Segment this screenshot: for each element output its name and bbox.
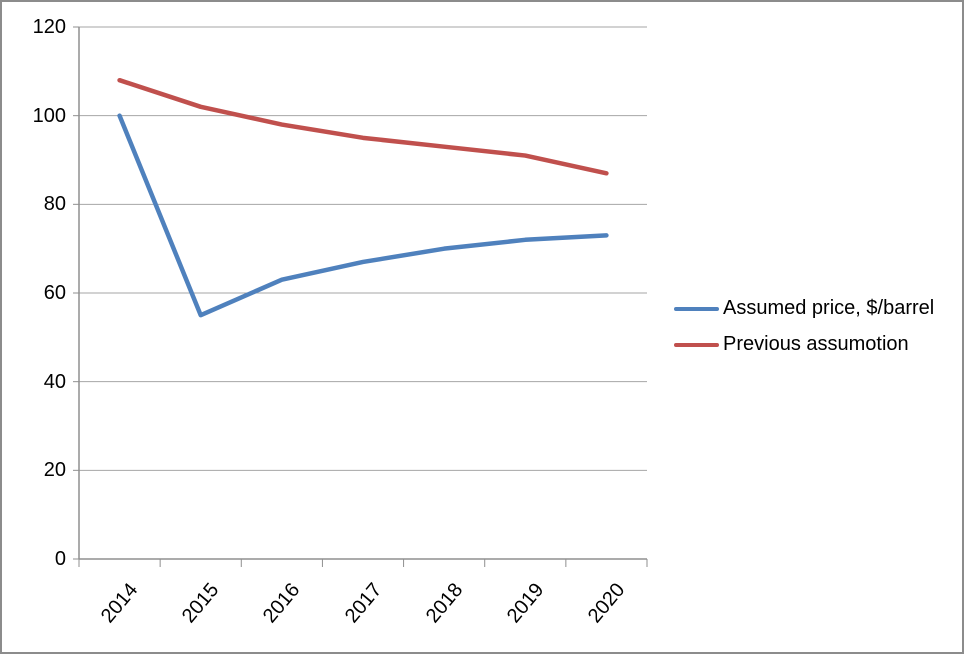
y-tick-label-60: 60 bbox=[43, 282, 66, 304]
legend-item-assumed-price: Assumed price, $/barrel bbox=[674, 295, 934, 322]
y-tick-label-100: 100 bbox=[32, 104, 66, 127]
y-tick-label-80: 80 bbox=[43, 193, 66, 216]
y-tick-label-40: 40 bbox=[43, 370, 66, 393]
legend-item-previous-assumption: Previous assumotion bbox=[674, 331, 934, 358]
y-tick-label-120: 120 bbox=[32, 16, 66, 38]
legend-swatch-previous-assumption bbox=[674, 342, 719, 347]
legend: Assumed price, $/barrel Previous assumot… bbox=[674, 295, 934, 358]
y-tick-label-20: 20 bbox=[43, 459, 66, 482]
series-line-previous-assumotion bbox=[117, 77, 609, 176]
legend-label-assumed-price: Assumed price, $/barrel bbox=[723, 297, 935, 319]
series-line-assumed-price-barrel bbox=[117, 113, 609, 318]
y-tick-label-0: 0 bbox=[54, 548, 66, 570]
legend-label-previous-assumption: Previous assumotion bbox=[723, 333, 909, 355]
legend-swatch-assumed-price bbox=[674, 306, 719, 311]
